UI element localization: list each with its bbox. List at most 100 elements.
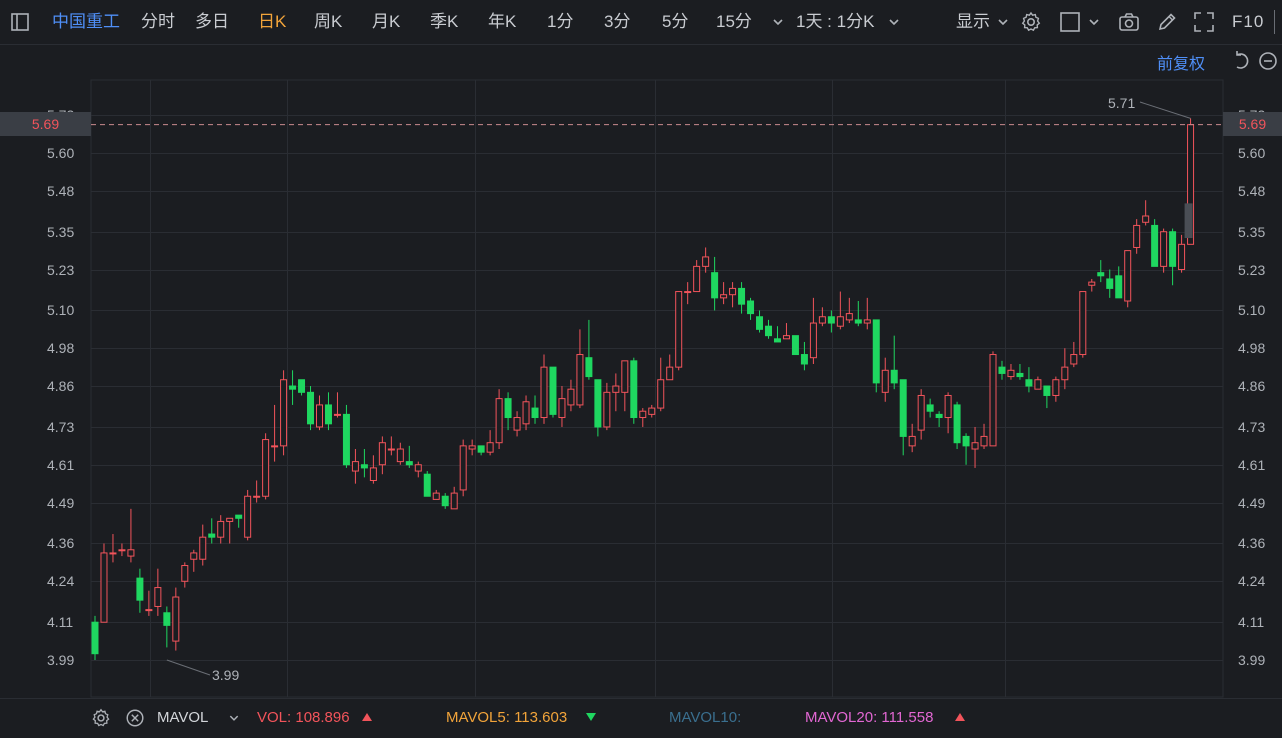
candle-body — [747, 300, 755, 315]
candle — [459, 439, 467, 497]
f10-button[interactable]: F10 — [1232, 12, 1265, 31]
chevron-down-icon[interactable] — [882, 10, 899, 34]
candle-body — [980, 435, 988, 447]
period-weekly-k[interactable]: 周K — [314, 12, 343, 31]
candle-body — [1016, 372, 1024, 378]
period-multiday[interactable]: 多日 — [195, 12, 229, 31]
candle — [441, 493, 449, 509]
close-circle-icon[interactable] — [124, 707, 146, 729]
candle — [298, 379, 306, 396]
candle — [495, 389, 503, 450]
mavol10-value: MAVOL10: — [669, 709, 742, 726]
price-adjust-button[interactable]: 前复权 — [1157, 56, 1206, 73]
candle — [522, 395, 530, 431]
candle — [998, 360, 1006, 380]
candle — [827, 310, 835, 333]
undo-icon[interactable] — [1229, 49, 1253, 73]
candle-body — [1079, 291, 1087, 356]
gear-icon[interactable] — [90, 707, 112, 729]
candle-body — [917, 394, 925, 431]
candle-body — [1097, 272, 1105, 277]
kline-chart[interactable] — [0, 0, 1282, 698]
range-select[interactable]: 1天 : 1分K — [796, 12, 875, 31]
period-3min[interactable]: 3分 — [604, 12, 631, 31]
fullscreen-icon[interactable] — [1192, 10, 1216, 34]
candle-body — [298, 379, 306, 393]
candle-body — [899, 379, 907, 437]
minus-circle-icon[interactable] — [1256, 49, 1280, 73]
candle — [567, 379, 575, 412]
period-monthly-k[interactable]: 月K — [372, 12, 401, 31]
candle — [881, 357, 889, 402]
candle — [836, 291, 844, 330]
candle — [908, 423, 916, 453]
candle — [405, 445, 413, 468]
y-tick-label: 5.23 — [47, 262, 75, 278]
candle-body — [594, 379, 602, 428]
candle-body — [145, 609, 153, 612]
mavol20-value: MAVOL20: 111.558 — [805, 709, 934, 726]
candle-body — [962, 435, 970, 447]
chevron-down-icon[interactable] — [226, 707, 242, 729]
candle-body — [324, 404, 332, 425]
candle — [1070, 341, 1078, 368]
period-yearly-k[interactable]: 年K — [488, 12, 517, 31]
candle-body — [91, 621, 99, 655]
candle — [549, 366, 557, 418]
period-quarterly-k[interactable]: 季K — [430, 12, 459, 31]
candle — [791, 335, 799, 356]
stock-name[interactable]: 中国重工 — [52, 12, 120, 31]
y-tick-label: 3.99 — [1238, 652, 1266, 668]
indicator-name[interactable]: MAVOL — [157, 709, 209, 726]
candle — [387, 436, 395, 456]
camera-icon[interactable] — [1117, 10, 1141, 34]
display-menu[interactable]: 显示 — [956, 12, 990, 31]
candle — [1142, 200, 1150, 226]
candle — [100, 543, 108, 623]
checkbox-icon[interactable] — [1058, 10, 1082, 34]
candle-body — [432, 492, 440, 500]
candle-body — [333, 413, 341, 416]
candle-body — [504, 398, 512, 419]
y-tick-label: 4.11 — [47, 614, 74, 630]
candle — [369, 455, 377, 484]
candle-body — [441, 495, 449, 507]
candle-body — [127, 549, 135, 557]
candle-body — [280, 379, 288, 447]
candle — [675, 291, 683, 371]
candle — [962, 433, 970, 465]
candle — [1052, 376, 1060, 402]
candle — [863, 297, 871, 330]
candle — [235, 514, 243, 528]
y-tick-label: 4.49 — [1238, 495, 1266, 511]
period-15min[interactable]: 15分 — [716, 12, 752, 31]
chevron-down-icon[interactable] — [1082, 10, 1099, 34]
period-daily-k[interactable]: 日K — [258, 12, 287, 31]
period-5min[interactable]: 5分 — [662, 12, 689, 31]
candle — [818, 307, 826, 327]
candle-body — [1151, 224, 1159, 267]
sidebar-toggle-icon[interactable] — [8, 10, 32, 34]
candle-body — [1115, 275, 1123, 299]
period-intraday[interactable]: 分时 — [141, 12, 175, 31]
period-1min[interactable]: 1分 — [547, 12, 574, 31]
candle — [594, 379, 602, 437]
y-tick-label: 3.99 — [47, 652, 75, 668]
y-tick-label: 5.60 — [47, 145, 75, 161]
y-tick-label: 5.48 — [47, 183, 75, 199]
candle-body — [486, 442, 494, 453]
y-tick-label: 4.86 — [47, 378, 75, 394]
candle — [1043, 385, 1051, 409]
chevron-down-icon[interactable] — [766, 10, 783, 34]
candle — [729, 282, 737, 308]
gear-icon[interactable] — [1019, 10, 1043, 34]
candle-body — [720, 294, 728, 299]
candle-body — [468, 445, 476, 450]
chevron-down-icon[interactable] — [991, 10, 1008, 34]
candle — [773, 326, 781, 343]
candle-body — [1052, 379, 1060, 396]
pencil-icon[interactable] — [1155, 10, 1179, 34]
candle-body — [423, 473, 431, 497]
candle — [612, 373, 620, 412]
y-tick-label: 4.36 — [47, 535, 75, 551]
